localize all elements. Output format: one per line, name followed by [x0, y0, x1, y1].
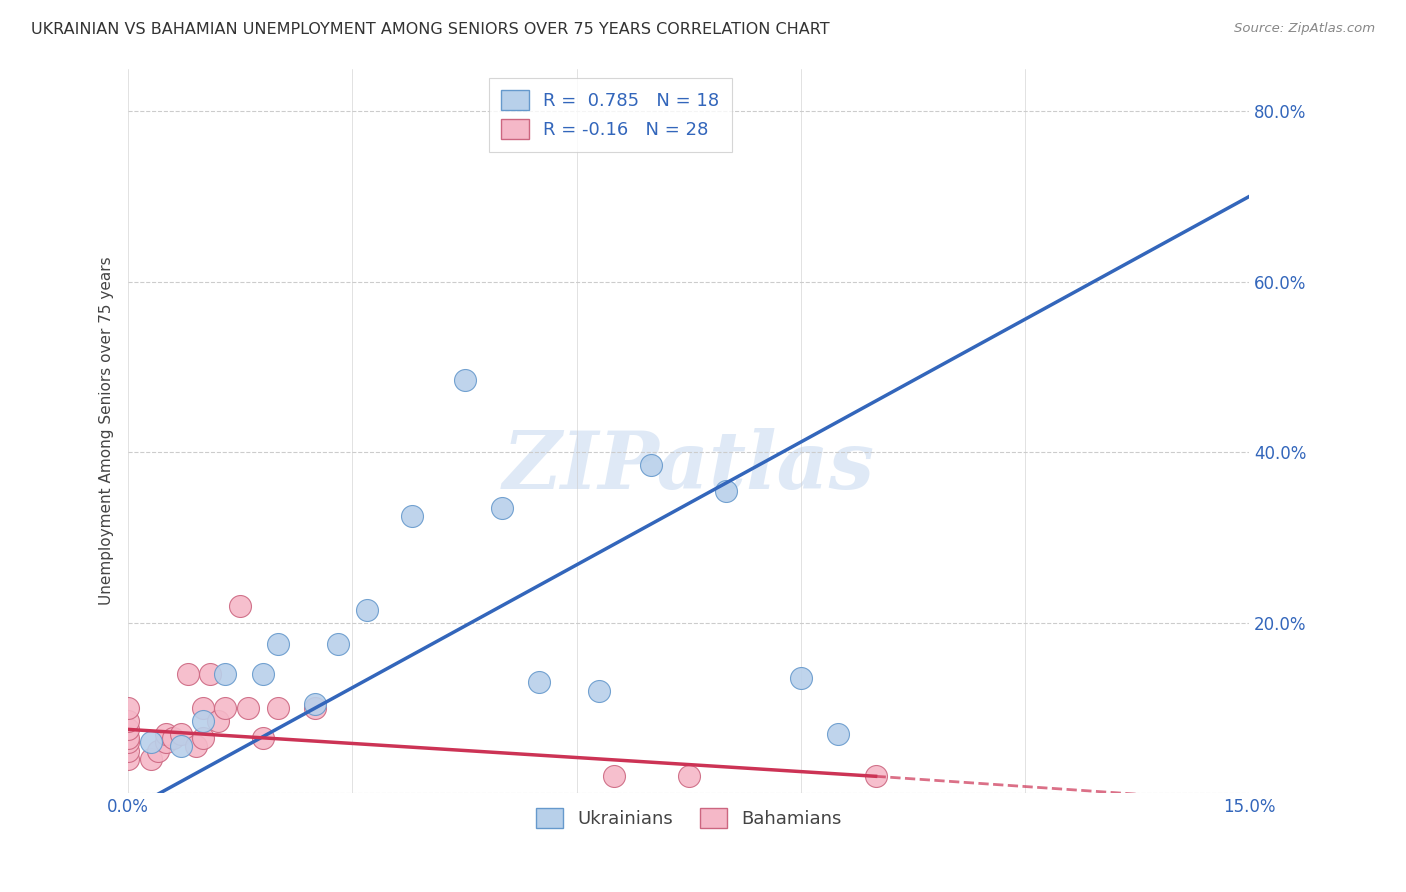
Point	[117, 714, 139, 728]
Point	[117, 731, 139, 745]
Point	[139, 735, 162, 749]
Text: ZIPatlas: ZIPatlas	[503, 428, 875, 506]
Point	[184, 739, 207, 754]
Point	[200, 667, 222, 681]
Point	[191, 731, 214, 745]
Point	[491, 500, 513, 515]
Point	[236, 701, 259, 715]
Y-axis label: Unemployment Among Seniors over 75 years: Unemployment Among Seniors over 75 years	[100, 257, 114, 606]
Point	[252, 731, 274, 745]
Point	[588, 684, 610, 698]
Point	[401, 509, 423, 524]
Point	[865, 769, 887, 783]
Text: Source: ZipAtlas.com: Source: ZipAtlas.com	[1234, 22, 1375, 36]
Point	[267, 637, 290, 651]
Point	[304, 697, 326, 711]
Point	[117, 735, 139, 749]
Point	[155, 726, 177, 740]
Point	[714, 483, 737, 498]
Point	[603, 769, 626, 783]
Point	[453, 373, 475, 387]
Point	[790, 671, 813, 685]
Point	[169, 726, 191, 740]
Point	[162, 731, 184, 745]
Point	[252, 667, 274, 681]
Point	[304, 701, 326, 715]
Point	[214, 701, 236, 715]
Point	[191, 701, 214, 715]
Point	[326, 637, 349, 651]
Point	[229, 599, 252, 613]
Point	[146, 744, 169, 758]
Point	[155, 735, 177, 749]
Point	[117, 744, 139, 758]
Point	[117, 723, 139, 737]
Legend: Ukrainians, Bahamians: Ukrainians, Bahamians	[529, 801, 849, 835]
Point	[169, 739, 191, 754]
Point	[529, 675, 551, 690]
Point	[640, 458, 662, 472]
Point	[267, 701, 290, 715]
Point	[827, 726, 849, 740]
Point	[117, 752, 139, 766]
Point	[177, 667, 200, 681]
Point	[117, 701, 139, 715]
Point	[214, 667, 236, 681]
Point	[207, 714, 229, 728]
Text: UKRAINIAN VS BAHAMIAN UNEMPLOYMENT AMONG SENIORS OVER 75 YEARS CORRELATION CHART: UKRAINIAN VS BAHAMIAN UNEMPLOYMENT AMONG…	[31, 22, 830, 37]
Point	[191, 714, 214, 728]
Point	[139, 752, 162, 766]
Point	[356, 603, 378, 617]
Point	[678, 769, 700, 783]
